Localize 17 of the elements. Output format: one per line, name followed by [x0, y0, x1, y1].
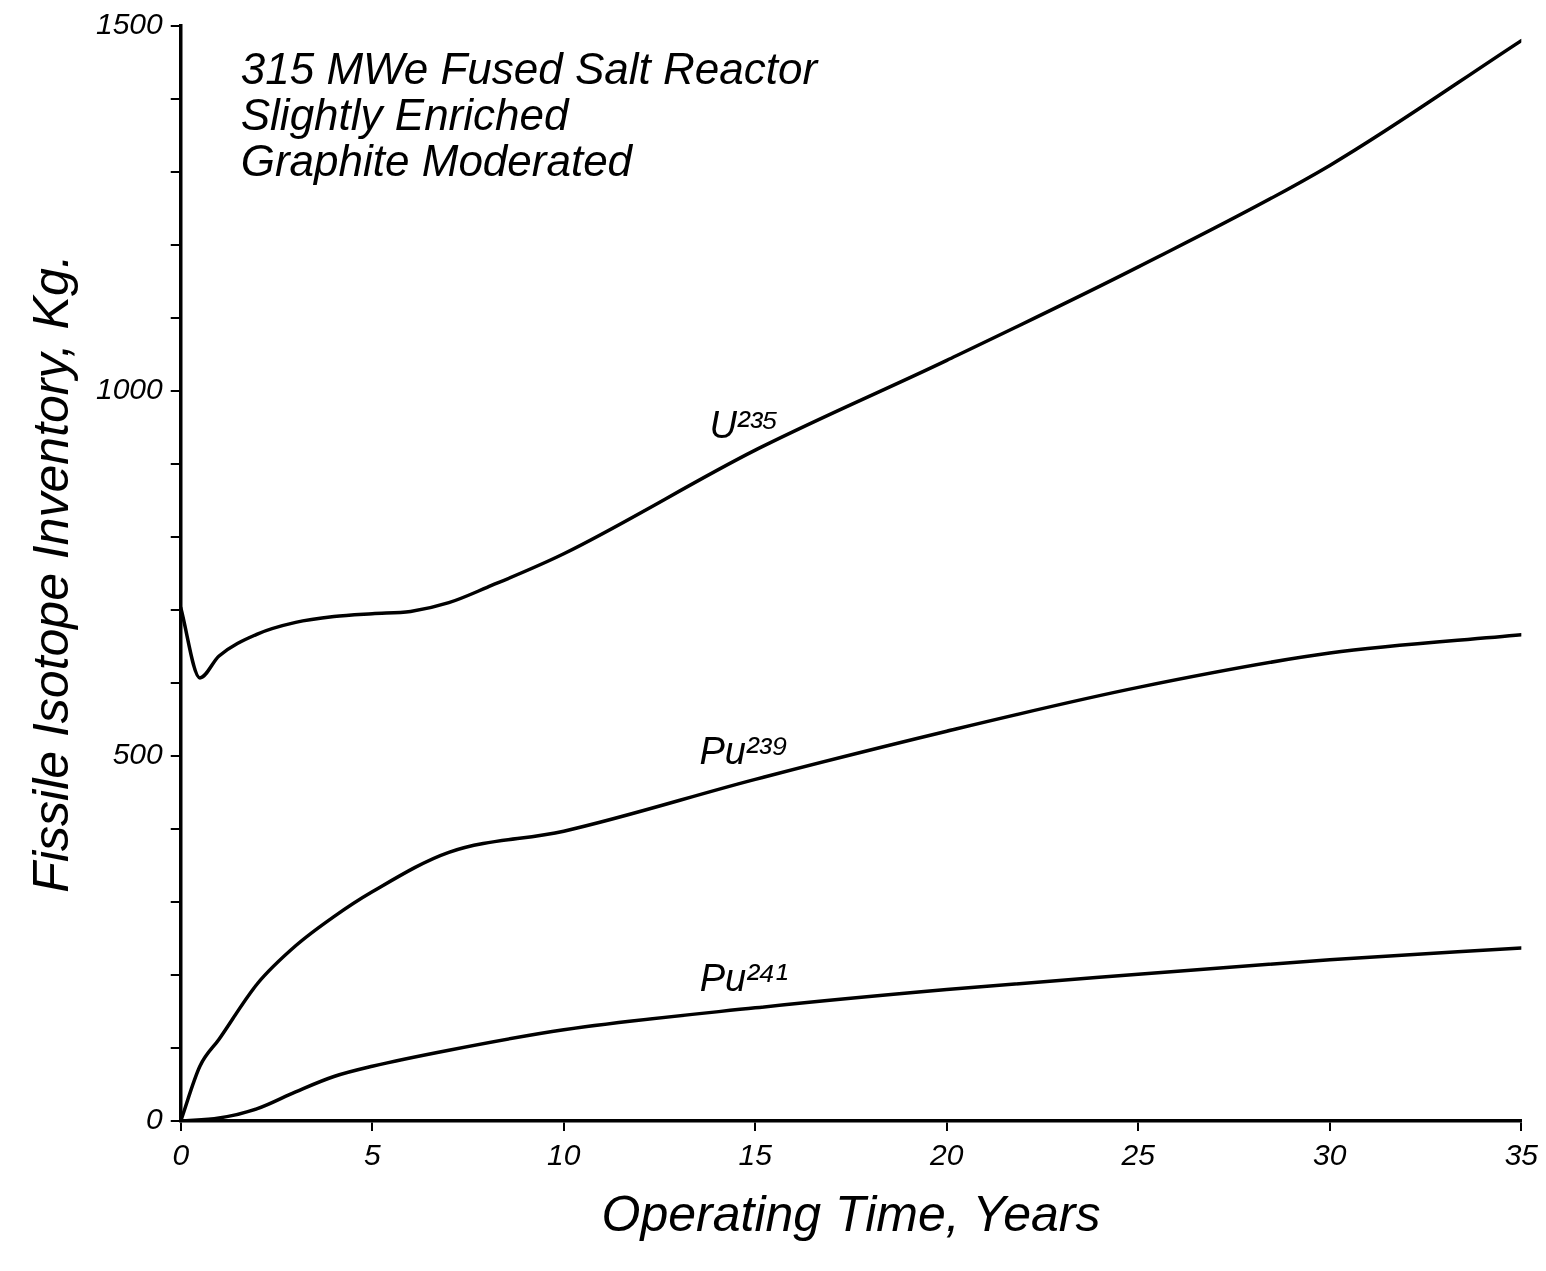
- y-tick-label: 1000: [95, 372, 164, 406]
- y-tick-label: 500: [112, 737, 164, 771]
- x-tick-label: 15: [738, 1138, 773, 1172]
- x-tick-label: 5: [363, 1138, 381, 1172]
- y-tick-label: 1500: [95, 7, 164, 41]
- x-tick-label: 10: [547, 1138, 581, 1172]
- x-axis-title: Operating Time, Years: [601, 1185, 1101, 1242]
- y-tick-label: 0: [146, 1102, 164, 1136]
- x-tick-label: 35: [1504, 1138, 1539, 1172]
- y-axis-title: Fissile Isotope Inventory, Kg.: [22, 254, 79, 893]
- series-label: Pu²³⁹: [699, 730, 789, 773]
- x-tick-label: 25: [1120, 1138, 1156, 1172]
- x-tick-label: 0: [172, 1138, 190, 1172]
- x-tick-label: 30: [1313, 1138, 1347, 1172]
- series-label: U²³⁵: [709, 403, 779, 446]
- series-label: Pu²⁴¹: [699, 956, 788, 999]
- x-tick-label: 20: [929, 1138, 964, 1172]
